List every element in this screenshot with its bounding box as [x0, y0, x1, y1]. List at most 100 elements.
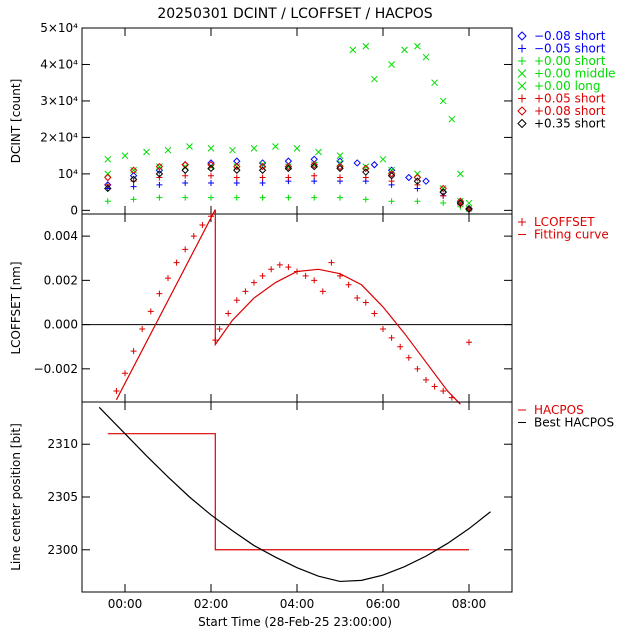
y-tick-label: 2300 [47, 543, 78, 557]
series-lcoffset [113, 213, 472, 401]
legend-label: −0.05 short [534, 42, 606, 56]
data-point [259, 180, 266, 186]
x-tick-label: 08:00 [452, 597, 487, 611]
data-point [130, 348, 137, 355]
data-point [311, 178, 318, 185]
data-point [143, 148, 150, 156]
data-point [182, 180, 189, 186]
data-point [439, 97, 447, 105]
data-point [285, 174, 292, 181]
data-point [156, 194, 163, 201]
data-point [302, 272, 309, 279]
data-point [130, 183, 137, 190]
data-point [199, 222, 206, 229]
data-point [310, 161, 318, 169]
data-point [448, 115, 456, 123]
data-point [208, 172, 214, 179]
data-point [345, 281, 352, 288]
y-tick-label: 2×10⁴ [40, 130, 78, 144]
data-point [319, 288, 326, 295]
data-point [439, 188, 447, 196]
data-point [401, 46, 408, 54]
data-point [165, 275, 171, 282]
data-point [259, 272, 266, 279]
data-point [387, 170, 396, 178]
legend-label: +0.00 short [534, 54, 606, 68]
data-point [181, 166, 189, 174]
data-point [440, 387, 447, 394]
legend-marker [518, 94, 526, 103]
data-point [155, 170, 164, 178]
series-best-hacpos [98, 406, 491, 583]
legend-marker [518, 57, 526, 65]
panel-frame [81, 213, 513, 403]
data-point [387, 171, 396, 180]
data-point [414, 42, 421, 50]
data-point [113, 387, 120, 394]
data-point [422, 177, 430, 185]
legend-marker [518, 218, 526, 226]
y-tick-label: 0.002 [44, 273, 78, 287]
legend-label: +0.05 short [534, 92, 606, 106]
data-point [349, 46, 357, 54]
data-point [310, 161, 318, 169]
data-point [259, 174, 266, 181]
data-point [362, 163, 370, 170]
data-point [457, 170, 464, 178]
data-point [208, 180, 214, 186]
data-point [182, 246, 189, 253]
legend-marker [518, 44, 526, 53]
data-point [258, 159, 267, 167]
legend-marker [517, 69, 527, 78]
data-point [225, 310, 232, 317]
data-point [456, 197, 465, 205]
data-point [439, 184, 447, 193]
data-point [250, 144, 258, 152]
data-point [456, 199, 465, 207]
data-point [285, 264, 292, 271]
legend-label: HACPOS [534, 403, 584, 417]
data-point [465, 199, 473, 207]
data-point [104, 184, 112, 193]
data-point [353, 159, 361, 167]
data-point [104, 173, 112, 182]
series-line [107, 433, 469, 551]
data-point [336, 164, 344, 173]
data-point [362, 196, 369, 203]
data-point [310, 162, 318, 171]
panel-frame [81, 27, 513, 215]
data-point [208, 194, 214, 201]
data-point [268, 266, 275, 273]
data-point [233, 166, 241, 174]
data-point [259, 194, 266, 201]
data-point [276, 261, 283, 268]
y-tick-label: 5×10⁴ [40, 21, 78, 35]
y-tick-label: 0.004 [44, 229, 78, 243]
data-point [405, 354, 412, 361]
data-point [284, 164, 293, 173]
legend-label: −0.08 short [534, 29, 606, 43]
data-point [336, 162, 344, 171]
y-tick-label: 10⁴ [58, 167, 78, 181]
chart-title: 20250301 DCINT / LCOFFSET / HACPOS [157, 6, 432, 22]
series--0-00-short [104, 194, 472, 213]
data-point [130, 166, 137, 174]
data-point [380, 326, 386, 333]
data-point [233, 180, 240, 186]
data-point [362, 164, 370, 173]
data-point [259, 161, 266, 169]
data-point [129, 166, 138, 174]
data-point [362, 299, 369, 306]
data-point [422, 53, 430, 61]
data-point [311, 194, 318, 201]
data-point [413, 173, 422, 182]
legend-label: +0.35 short [534, 117, 606, 131]
x-tick-label: 02:00 [194, 597, 229, 611]
data-point [388, 198, 395, 205]
panel-frame [81, 401, 513, 593]
y-axis-label: LCOFFSET [nm] [9, 261, 23, 354]
data-point [156, 181, 163, 188]
data-point [371, 75, 378, 83]
legend-label: +0.00 middle [534, 67, 616, 81]
